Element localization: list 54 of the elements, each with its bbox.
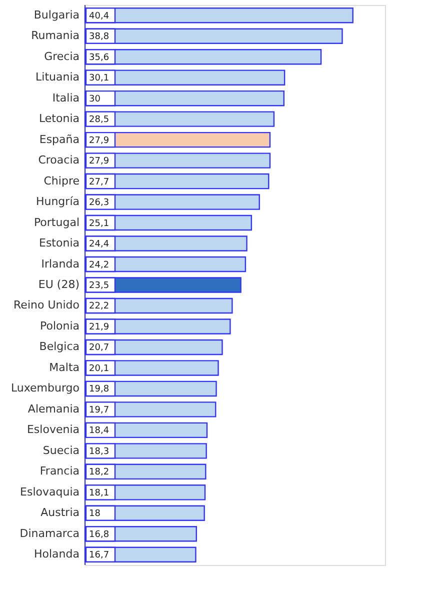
y-tick-label: Rumania bbox=[31, 29, 80, 42]
data-label: 35,6 bbox=[89, 52, 110, 63]
data-label: 20,7 bbox=[89, 343, 110, 354]
data-label: 21,9 bbox=[89, 322, 110, 332]
y-tick-label: Portugal bbox=[34, 216, 80, 229]
data-label: 28,5 bbox=[89, 115, 110, 126]
data-label: 19,8 bbox=[89, 384, 110, 395]
data-label: 20,1 bbox=[89, 364, 110, 374]
y-tick-label: EU (28) bbox=[38, 278, 80, 291]
y-tick-label: Francia bbox=[40, 464, 80, 478]
data-label: 40,4 bbox=[89, 11, 110, 22]
data-label: 18 bbox=[89, 509, 101, 520]
y-tick-label: Croacia bbox=[38, 154, 80, 167]
data-label: 23,5 bbox=[89, 281, 110, 291]
data-label: 24,2 bbox=[89, 260, 110, 270]
data-label: 27,9 bbox=[89, 156, 110, 167]
y-tick-label: Irlanda bbox=[41, 257, 80, 270]
data-label: 26,3 bbox=[89, 198, 110, 208]
y-tick-label: España bbox=[39, 132, 80, 146]
y-tick-label: Bulgaria bbox=[34, 8, 80, 22]
data-label: 18,1 bbox=[89, 488, 110, 498]
y-tick-label: Grecia bbox=[44, 50, 80, 63]
y-tick-label: Suecia bbox=[42, 444, 80, 457]
y-tick-label: Chipre bbox=[44, 174, 80, 188]
y-tick-label: Eslovenia bbox=[26, 423, 80, 436]
data-label: 18,4 bbox=[89, 426, 110, 436]
y-tick-label: Eslovaquia bbox=[20, 485, 80, 498]
y-tick-label: Italia bbox=[52, 91, 80, 104]
data-label: 30 bbox=[89, 94, 101, 104]
y-tick-label: Letonia bbox=[38, 112, 80, 126]
y-tick-label: Holanda bbox=[34, 548, 80, 561]
y-tick-label: Estonia bbox=[39, 236, 80, 250]
data-label: 22,2 bbox=[89, 302, 110, 312]
y-tick-label: Alemania bbox=[28, 402, 80, 416]
data-label: 24,4 bbox=[89, 240, 110, 250]
data-label: 19,7 bbox=[89, 405, 110, 416]
data-label: 18,3 bbox=[89, 446, 110, 457]
data-label: 38,8 bbox=[89, 32, 110, 42]
y-tick-label: Luxemburgo bbox=[10, 382, 80, 395]
y-tick-label: Austria bbox=[40, 506, 80, 520]
data-label: 27,9 bbox=[89, 136, 110, 146]
y-tick-label: Reino Unido bbox=[14, 298, 80, 312]
data-label: 18,2 bbox=[89, 468, 110, 478]
data-label: 25,1 bbox=[89, 218, 110, 229]
data-label: 27,7 bbox=[89, 177, 110, 188]
y-tick-label: Belgica bbox=[39, 340, 80, 354]
data-label: 30,1 bbox=[89, 74, 110, 84]
y-tick-label: Malta bbox=[49, 360, 80, 374]
data-label: 16,8 bbox=[89, 530, 110, 540]
y-tick-label: Dinamarca bbox=[20, 526, 80, 540]
y-tick-label: Hungría bbox=[36, 195, 80, 208]
y-tick-label: Polonia bbox=[40, 319, 80, 332]
y-tick-label: Lituania bbox=[36, 70, 80, 84]
data-label: 16,7 bbox=[89, 550, 110, 561]
